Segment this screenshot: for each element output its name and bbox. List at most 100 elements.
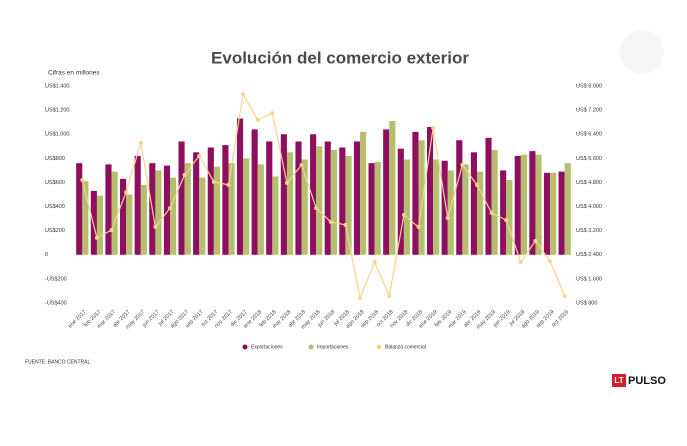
bar — [543, 172, 551, 255]
y2-tick-label: US$ 6.400 — [576, 132, 602, 138]
line-marker — [153, 225, 158, 230]
bar — [228, 163, 235, 255]
line-marker — [328, 219, 333, 224]
bar — [193, 152, 200, 255]
line-marker — [401, 212, 406, 217]
y-tick-label: -US$200 — [45, 276, 67, 282]
bar — [76, 163, 83, 255]
bar — [251, 129, 258, 255]
y-tick-label: US$600 — [45, 180, 65, 186]
legend-swatch — [242, 344, 248, 350]
y2-tick-label: US$ 2.400 — [576, 252, 602, 258]
bar — [301, 159, 308, 255]
line-marker — [182, 172, 187, 177]
y-tick-label: US$1.200 — [45, 108, 69, 114]
y2-tick-label: US$ 8.000 — [576, 83, 602, 89]
legend-label: Balanza comercial — [385, 344, 426, 350]
bar — [236, 118, 244, 255]
bar — [529, 151, 536, 255]
bar — [506, 180, 513, 255]
bar — [353, 141, 361, 255]
line-marker — [284, 181, 289, 186]
bar — [339, 147, 346, 255]
bar — [222, 145, 229, 255]
bar — [163, 165, 171, 255]
line-marker — [504, 218, 509, 223]
bar — [199, 177, 206, 255]
line — [81, 92, 566, 300]
bar — [170, 177, 177, 255]
line-marker — [548, 259, 553, 264]
legend-swatch — [376, 344, 382, 350]
line-marker — [518, 260, 523, 265]
line-marker — [124, 190, 129, 195]
y-tick-label: 0 — [45, 252, 48, 258]
bar — [280, 134, 287, 255]
bar — [564, 163, 571, 255]
y-tick-label: US$200 — [45, 228, 65, 234]
line-marker — [533, 238, 538, 243]
y2-tick-label: US$ 4.000 — [576, 204, 602, 210]
bar — [514, 155, 521, 255]
bar — [155, 170, 162, 255]
bar — [441, 160, 448, 255]
line-marker — [241, 92, 246, 97]
line-marker — [562, 294, 567, 299]
line-marker — [416, 225, 421, 230]
y2-tick-label: US$ 7.200 — [576, 108, 602, 114]
line-marker — [197, 153, 202, 158]
y-tick-label: -US$400 — [45, 300, 67, 306]
bar — [412, 131, 419, 255]
line-marker — [109, 228, 114, 233]
bar — [184, 163, 191, 255]
bar — [558, 171, 565, 255]
line-marker — [343, 222, 348, 227]
line-marker — [489, 210, 494, 215]
line-marker — [138, 140, 143, 145]
bar — [397, 148, 404, 255]
bar — [535, 154, 542, 255]
line-marker — [474, 182, 479, 187]
bar — [105, 164, 112, 255]
bar — [286, 152, 294, 255]
bar — [360, 131, 367, 255]
bar — [500, 170, 507, 255]
bar — [383, 129, 390, 255]
legend-label: Importaciones — [317, 344, 349, 350]
line-marker — [211, 179, 216, 184]
line-marker — [94, 235, 99, 240]
bar — [470, 152, 477, 255]
y-tick-label: US$1.000 — [45, 132, 69, 138]
y2-tick-label: US$ 4.800 — [576, 180, 602, 186]
bar — [368, 163, 375, 255]
bar — [243, 158, 250, 255]
y2-tick-label: US$ 5.600 — [576, 156, 602, 162]
chart-title: Evolución del comercio exterior — [211, 48, 469, 67]
bar — [295, 141, 302, 255]
line-marker — [299, 162, 304, 167]
bar — [213, 166, 221, 255]
line-marker — [226, 182, 231, 187]
bar — [374, 161, 381, 255]
bar — [96, 195, 104, 255]
bar — [316, 146, 323, 255]
bar — [178, 141, 185, 255]
decor-circle — [620, 30, 664, 74]
bar — [324, 141, 331, 255]
y2-tick-label: US$ 1.600 — [576, 276, 602, 282]
line-marker — [431, 125, 436, 130]
bar — [257, 164, 264, 255]
bar — [403, 159, 411, 255]
line-marker — [358, 295, 363, 300]
bar — [345, 155, 352, 255]
bar — [426, 126, 434, 255]
bar — [418, 140, 425, 255]
line-marker — [270, 111, 275, 116]
bar — [310, 134, 317, 255]
bar — [491, 149, 498, 255]
source: FUENTE: BANCO CENTRAL — [25, 359, 91, 365]
bar — [207, 147, 214, 255]
y-axis-label: Cifras en millones — [48, 70, 100, 77]
line-marker — [168, 206, 173, 211]
